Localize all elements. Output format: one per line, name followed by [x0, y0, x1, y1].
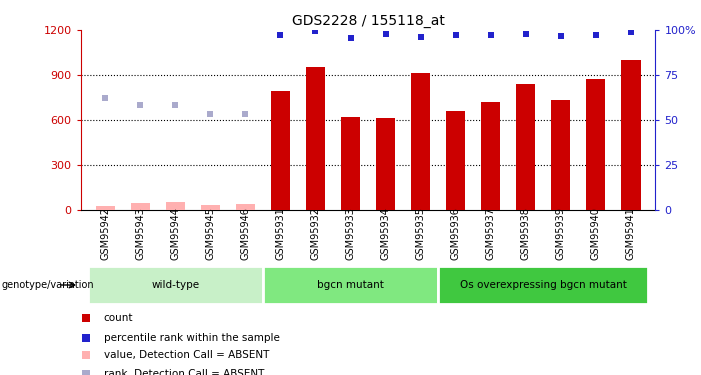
Text: GSM95944: GSM95944 — [170, 207, 180, 260]
Text: GSM95941: GSM95941 — [626, 207, 636, 260]
Bar — [130, 202, 150, 210]
Point — [625, 29, 637, 35]
Text: GSM95936: GSM95936 — [451, 207, 461, 260]
Bar — [481, 102, 501, 210]
Bar — [236, 204, 255, 210]
Point — [520, 31, 531, 37]
Bar — [438, 266, 648, 304]
Point — [345, 34, 356, 40]
Text: GSM95939: GSM95939 — [556, 207, 566, 260]
Text: bgcn mutant: bgcn mutant — [317, 280, 384, 290]
Point — [450, 32, 461, 38]
Point — [81, 335, 92, 341]
Bar — [516, 84, 536, 210]
Text: genotype/variation: genotype/variation — [1, 280, 94, 290]
Point — [555, 33, 566, 39]
Bar — [306, 68, 325, 210]
Bar — [271, 92, 290, 210]
Bar — [376, 118, 395, 210]
Text: GSM95942: GSM95942 — [100, 207, 110, 260]
Point — [310, 28, 321, 34]
Point — [100, 94, 111, 100]
Text: wild-type: wild-type — [151, 280, 199, 290]
Point — [380, 31, 391, 37]
Bar — [200, 205, 220, 210]
Point — [205, 111, 216, 117]
Point — [485, 32, 496, 38]
Bar — [165, 202, 185, 210]
Point — [590, 32, 601, 38]
Text: GSM95946: GSM95946 — [240, 207, 250, 260]
Text: GSM95945: GSM95945 — [205, 207, 215, 260]
Text: GSM95943: GSM95943 — [135, 207, 145, 260]
Bar — [551, 100, 571, 210]
Bar — [586, 80, 606, 210]
Text: GSM95938: GSM95938 — [521, 207, 531, 260]
Point — [135, 102, 146, 108]
Text: GSM95933: GSM95933 — [346, 207, 355, 260]
Text: GSM95937: GSM95937 — [486, 207, 496, 260]
Bar — [446, 111, 465, 210]
Bar — [95, 206, 115, 210]
Title: GDS2228 / 155118_at: GDS2228 / 155118_at — [292, 13, 444, 28]
Bar — [621, 60, 641, 210]
Point — [275, 32, 286, 38]
Text: Os overexpressing bgcn mutant: Os overexpressing bgcn mutant — [460, 280, 627, 290]
Point — [81, 315, 92, 321]
Bar — [411, 74, 430, 210]
Point — [170, 102, 181, 108]
Bar — [263, 266, 438, 304]
Text: GSM95932: GSM95932 — [311, 207, 320, 260]
Point — [81, 370, 92, 375]
Point — [415, 34, 426, 40]
Text: GSM95931: GSM95931 — [275, 207, 285, 260]
Text: GSM95935: GSM95935 — [416, 207, 426, 260]
Bar — [341, 117, 360, 210]
Point — [240, 111, 251, 117]
Text: GSM95934: GSM95934 — [381, 207, 390, 260]
Bar — [88, 266, 263, 304]
Text: GSM95940: GSM95940 — [591, 207, 601, 260]
Text: percentile rank within the sample: percentile rank within the sample — [104, 333, 280, 343]
Text: count: count — [104, 313, 133, 322]
Point — [81, 352, 92, 358]
Text: rank, Detection Call = ABSENT: rank, Detection Call = ABSENT — [104, 369, 264, 375]
Text: value, Detection Call = ABSENT: value, Detection Call = ABSENT — [104, 350, 269, 360]
